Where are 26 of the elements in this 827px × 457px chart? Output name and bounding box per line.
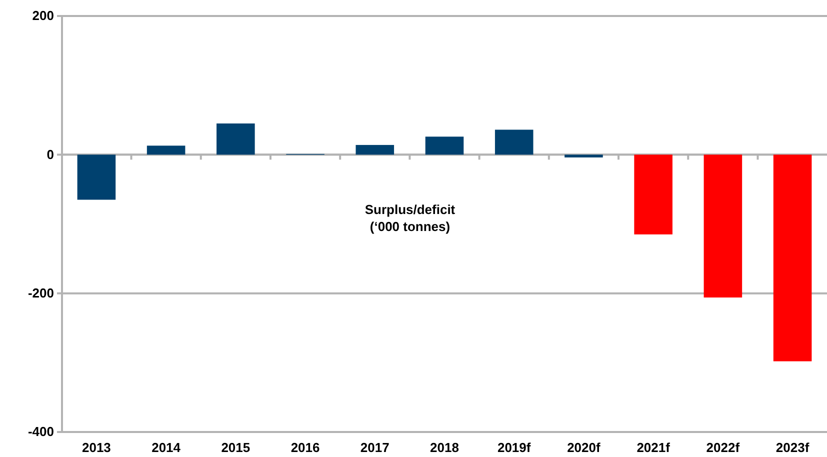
bar <box>216 123 255 155</box>
x-tick-label: 2018 <box>430 440 459 455</box>
y-tick-label: 200 <box>32 8 54 24</box>
bar <box>704 154 742 298</box>
bar <box>146 146 186 155</box>
x-tick-label: 2015 <box>221 440 250 455</box>
x-tick-label: 2013 <box>82 440 111 455</box>
x-tick-label: 2020f <box>567 440 602 455</box>
bar <box>77 154 116 200</box>
y-tick-label: 0 <box>46 146 54 162</box>
x-tick-label: 2021f <box>636 440 671 455</box>
x-tick-label: 2023f <box>776 440 810 455</box>
x-tick-label: 2017 <box>360 440 390 455</box>
x-tick-label: 2022f <box>706 440 740 455</box>
bar <box>634 154 672 234</box>
bar <box>494 130 534 155</box>
x-tick-label: 2014 <box>152 440 182 455</box>
bar <box>564 154 603 158</box>
bar <box>773 154 812 362</box>
x-tick-label: 2019f <box>497 440 532 455</box>
annotation: Surplus/deficit (‘000 tonnes) <box>364 202 456 234</box>
y-tick-label: -400 <box>28 424 54 440</box>
bar <box>356 144 394 155</box>
y-tick-label: -200 <box>28 285 54 300</box>
bar <box>425 136 464 155</box>
x-tick-label: 2016 <box>290 440 320 455</box>
